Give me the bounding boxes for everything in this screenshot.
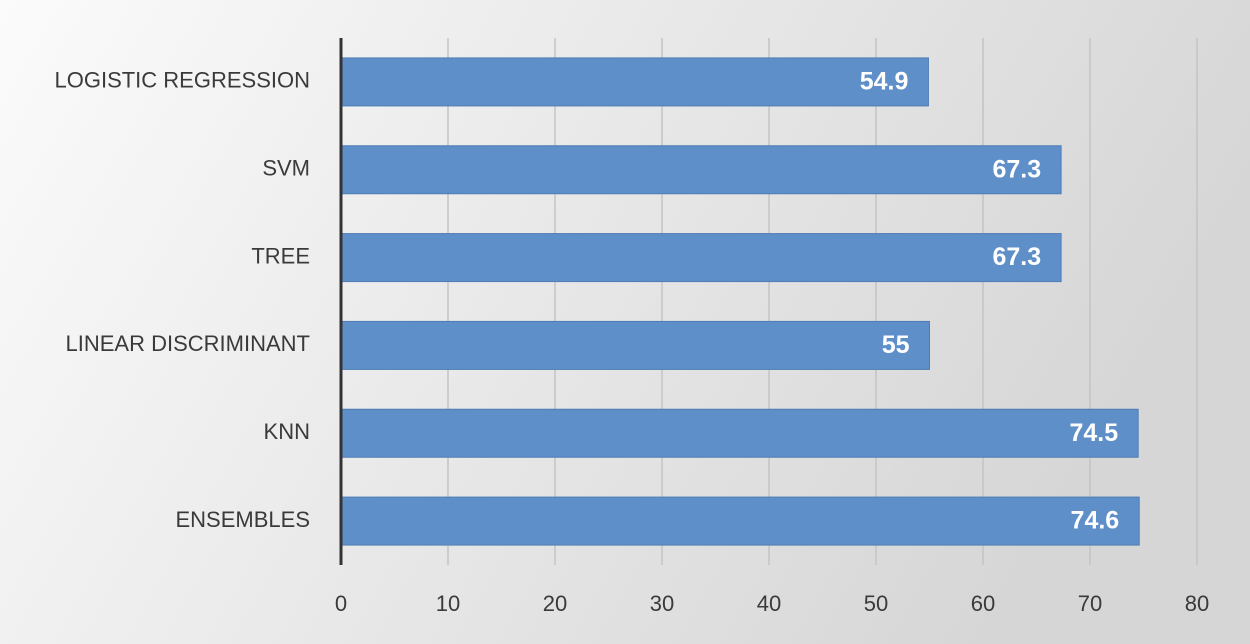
bar xyxy=(340,57,929,107)
value-label: 55 xyxy=(882,331,910,359)
x-tick-label: 50 xyxy=(864,591,888,616)
x-tick-label: 70 xyxy=(1078,591,1102,616)
bar xyxy=(340,320,930,370)
x-tick-label: 30 xyxy=(650,591,674,616)
y-tick-label: LOGISTIC REGRESSION xyxy=(55,68,311,93)
x-tick-label: 0 xyxy=(335,591,347,616)
x-tick-label: 80 xyxy=(1185,591,1209,616)
value-label: 67.3 xyxy=(992,155,1041,183)
value-label: 74.6 xyxy=(1071,507,1120,535)
value-label: 74.5 xyxy=(1069,419,1118,447)
bar xyxy=(340,496,1140,546)
y-tick-label: ENSEMBLES xyxy=(176,507,311,532)
x-tick-label: 40 xyxy=(757,591,781,616)
x-tick-label: 20 xyxy=(543,591,567,616)
y-tick-label: KNN xyxy=(264,419,310,444)
bar xyxy=(340,408,1139,458)
value-label: 67.3 xyxy=(992,243,1041,271)
y-tick-label: LINEAR DISCRIMINANT xyxy=(66,331,310,356)
y-tick-label: SVM xyxy=(262,156,310,181)
value-label: 54.9 xyxy=(860,68,909,96)
x-tick-label: 60 xyxy=(971,591,995,616)
y-tick-label: TREE xyxy=(251,243,310,268)
x-tick-label: 10 xyxy=(436,591,460,616)
bar xyxy=(340,145,1062,195)
bar xyxy=(340,233,1062,283)
